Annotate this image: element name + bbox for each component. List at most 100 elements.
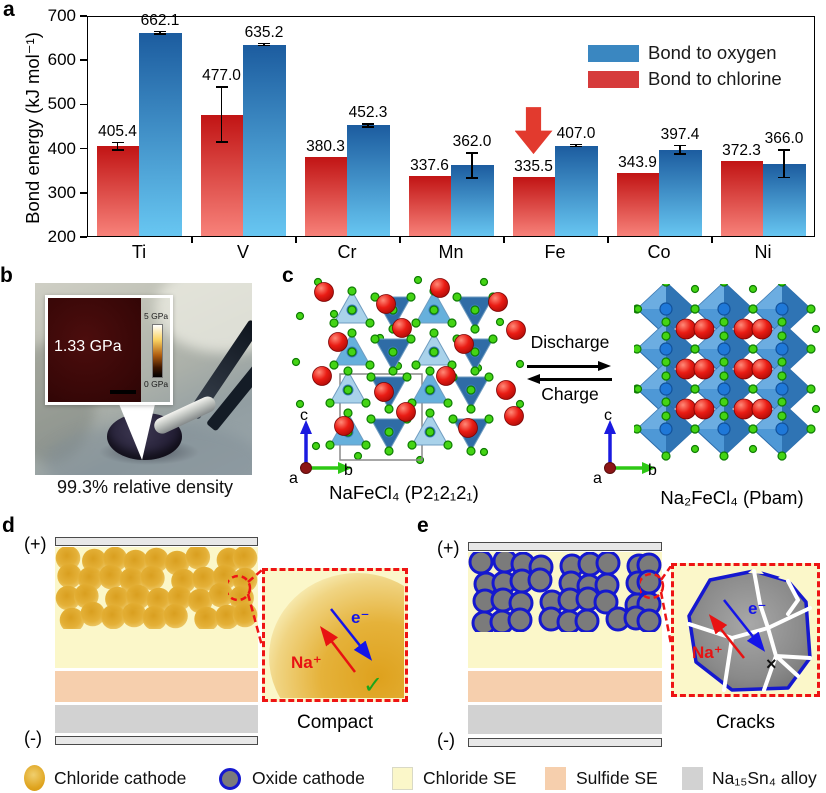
value-label: 343.9: [618, 154, 657, 172]
axis-triad-right: c b a: [593, 407, 657, 486]
value-label: 405.4: [98, 122, 137, 140]
chloride-cathode-particles: [55, 547, 258, 629]
compact-inset: Na⁺ e⁻ ✓: [262, 568, 445, 741]
positive-terminal-label: (+): [437, 538, 460, 558]
compact-particle-graphic: Na⁺ e⁻ ✓: [269, 573, 445, 741]
panel-label-e: e: [417, 514, 429, 537]
charge-arrowhead-icon: [527, 374, 540, 384]
error-cap: [258, 42, 270, 45]
category-label-Ni: Ni: [754, 242, 772, 262]
error-bar: [367, 123, 369, 128]
charge-label: Charge: [541, 384, 599, 404]
alloy-layer: [468, 705, 662, 734]
alloy-layer: [55, 705, 258, 733]
legend-swatch-chlorine: [588, 71, 639, 88]
error-bar: [263, 42, 265, 47]
error-cap: [215, 86, 228, 88]
na2fecl4-formula: Na₂FeCl₄ (Pbam): [660, 487, 804, 508]
y-tick-mark: [80, 59, 87, 61]
sulfide-se-layer: [55, 671, 258, 702]
error-cap: [154, 33, 166, 35]
y-tick-mark: [80, 147, 87, 150]
y-tick-label: 600: [47, 50, 76, 70]
y-tick-label: 200: [47, 227, 76, 246]
discharge-arrow-icon: [527, 365, 600, 368]
legend-label-sulfide-se: Sulfide SE: [576, 768, 658, 788]
value-label: 335.5: [514, 158, 553, 176]
bar-Co-chlorine: [616, 173, 659, 237]
compact-caption: Compact: [296, 712, 374, 733]
na2fecl4-structure: [634, 284, 821, 461]
axis-c-label: c: [604, 407, 612, 424]
error-cap: [570, 145, 582, 148]
y-tick-mark: [80, 192, 87, 194]
axis-triad-left: c b a: [289, 407, 353, 486]
error-cap: [215, 141, 228, 143]
legend-label-oxygen: Bond to oxygen: [648, 42, 777, 63]
bar-Fe-oxygen: [554, 145, 598, 237]
cracked-particle-graphic: Na⁺ e⁻ ×: [687, 566, 812, 692]
y-tick-mark: [80, 236, 87, 238]
legend-label-chloride-cathode: Chloride cathode: [54, 768, 187, 788]
legend-label-chlorine: Bond to chlorine: [648, 68, 782, 89]
hardness-colorbar: [152, 324, 163, 378]
y-tick-label: 500: [47, 94, 76, 114]
sodium-ion-label: Na⁺: [291, 653, 322, 672]
bar-Co-oxygen: [658, 149, 702, 237]
legend-label-chloride-se: Chloride SE: [423, 768, 517, 788]
x-tick-mark: [399, 237, 401, 243]
y-tick-label: 300: [47, 182, 76, 202]
value-label: 407.0: [556, 124, 596, 142]
error-cap: [674, 144, 686, 147]
relative-density-caption: 99.3% relative density: [56, 477, 234, 497]
bar-Cr-chlorine: [304, 157, 347, 237]
panel-label-c: c: [282, 264, 294, 287]
legend-swatch-chloride-se: [392, 767, 413, 790]
panel-label-b: b: [0, 264, 13, 287]
sodium-ion-label: Na⁺: [692, 643, 723, 662]
error-bar: [679, 144, 681, 155]
inset-connector-left: [228, 569, 264, 647]
value-label: 337.6: [410, 157, 449, 175]
oxide-cathode-particles: [468, 552, 662, 632]
colorbar-max-label: 5 GPa: [144, 311, 169, 321]
nafecl4-formula: NaFeCl₄ (P2₁2₁2₁): [329, 482, 479, 503]
discharge-arrowhead-icon: [598, 361, 611, 371]
bar-Ni-chlorine: [720, 160, 763, 237]
error-cap: [674, 153, 686, 155]
bar-Ti-chlorine: [96, 146, 139, 237]
cracks-caption: Cracks: [715, 712, 776, 733]
charge-arrow-icon: [538, 378, 612, 381]
nafecl4-structure: [291, 276, 526, 465]
value-label: 635.2: [244, 23, 284, 41]
error-cap: [154, 30, 166, 33]
legend-swatch-sulfide-se: [545, 767, 566, 790]
inset-connector-right: [640, 566, 673, 645]
x-tick-mark: [503, 237, 505, 243]
error-cap: [258, 44, 270, 47]
top-electrode: [468, 542, 662, 551]
legend-label-oxide-cathode: Oxide cathode: [252, 768, 365, 788]
category-label-Ti: Ti: [131, 242, 147, 262]
bar-Ti-oxygen: [138, 32, 182, 237]
hardness-map: [48, 298, 141, 402]
error-cap: [778, 149, 790, 151]
y-tick-label: 700: [47, 6, 76, 25]
error-cap: [466, 152, 478, 154]
legend-swatch-oxygen: [588, 45, 639, 62]
check-mark: ✓: [363, 672, 383, 698]
hardness-map-inset: 1.33 GPa 5 GPa 0 GPa: [45, 295, 173, 405]
error-cap: [466, 177, 478, 179]
y-tick-mark: [80, 15, 87, 17]
category-label-Mn: Mn: [438, 242, 464, 262]
x-tick-mark: [711, 237, 713, 243]
bar-Mn-chlorine: [408, 176, 451, 237]
scale-bar: [110, 390, 136, 394]
top-electrode: [55, 537, 258, 546]
category-label-Fe: Fe: [544, 242, 566, 262]
error-bar: [783, 149, 785, 179]
bottom-electrode: [468, 738, 662, 747]
axis-a-label: a: [289, 470, 298, 486]
axis-b-label: b: [344, 462, 353, 479]
